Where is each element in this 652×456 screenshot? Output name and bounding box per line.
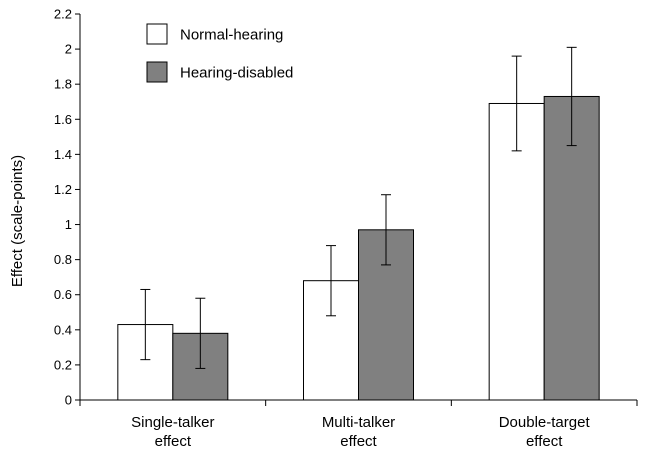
legend-swatch [146,23,168,45]
legend-swatch [146,61,168,83]
y-tick-label: 0 [65,393,72,408]
y-tick-label: 2.2 [54,7,72,22]
legend-label: Hearing-disabled [180,65,293,82]
y-tick-label: 1.8 [54,77,72,92]
y-tick-label: 1.4 [54,147,72,162]
y-tick-label: 2 [65,42,72,57]
x-tick-label: effect [526,433,563,450]
y-axis-title: Effect (scale-points) [9,155,26,287]
y-tick-label: 1.6 [54,112,72,127]
bar [488,102,545,401]
x-tick-label: Double-target [499,414,591,431]
y-tick-label: 0.2 [54,357,72,372]
x-tick-label: Single-talker [131,414,214,431]
x-tick-label: effect [155,433,192,450]
x-tick-label: Multi-talker [322,414,395,431]
plot-area: 0 0.2 0.4 0.6 0.8 1 1.2 1.4 1.6 1.8 2 2.2 Single-tal… [54,7,638,450]
y-tick-label: 0.6 [54,287,72,302]
bar [543,95,600,401]
y-tick-label: 1.2 [54,182,72,197]
legend: Normal-hearing Hearing-disabled [146,23,293,83]
y-tick-label: 0.8 [54,252,72,267]
y-tick-label: 0.4 [54,322,72,337]
y-tick-label: 1 [65,217,72,232]
x-tick-label: effect [340,433,377,450]
legend-label: Normal-hearing [180,27,283,44]
